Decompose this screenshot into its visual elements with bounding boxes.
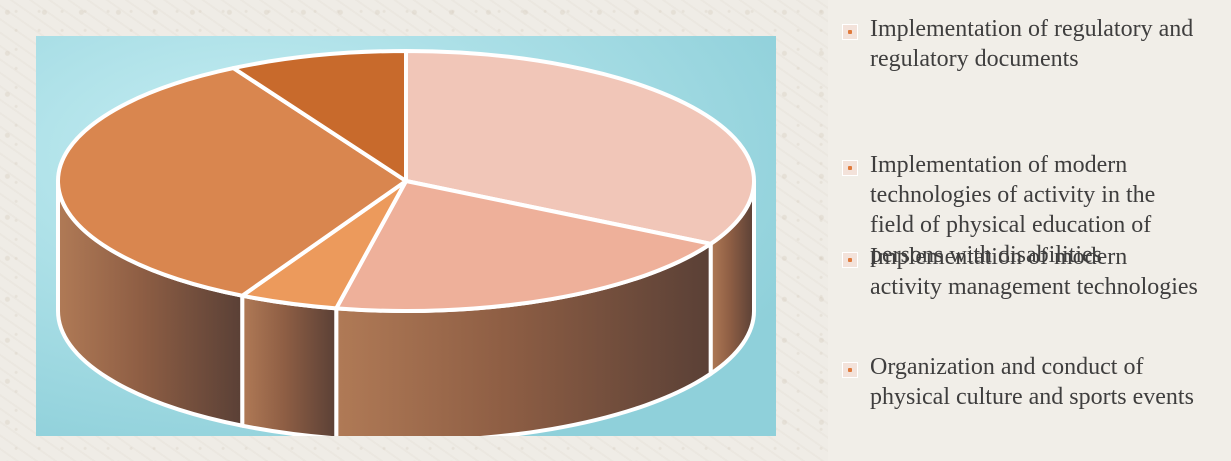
legend-bullet-icon	[842, 252, 858, 268]
legend-item: Implementation of modern activity manage…	[842, 242, 1200, 302]
pie-chart-panel	[36, 36, 776, 436]
legend-item: Implementation of modern technologies of…	[842, 150, 1200, 270]
legend-bullet-icon	[842, 160, 858, 176]
legend-label: Implementation of modern activity manage…	[870, 244, 1198, 300]
pie-slice	[404, 49, 756, 246]
pie-slice-side	[240, 293, 339, 436]
legend-item: Organization and conduct of physical cul…	[842, 352, 1200, 412]
pie-slice	[231, 49, 408, 183]
legend-label: Implementation of modern technologies of…	[870, 152, 1156, 268]
legend-label: Organization and conduct of physical cul…	[870, 354, 1194, 410]
chart-legend: Implementation of regulatory and regulat…	[828, 0, 1231, 461]
pie-slice	[334, 179, 713, 313]
legend-bullet-icon	[842, 24, 858, 40]
pie-chart	[36, 36, 776, 436]
legend-item: Implementation of regulatory and regulat…	[842, 14, 1200, 74]
legend-label: Implementation of regulatory and regulat…	[870, 16, 1194, 72]
legend-bullet-icon	[842, 362, 858, 378]
